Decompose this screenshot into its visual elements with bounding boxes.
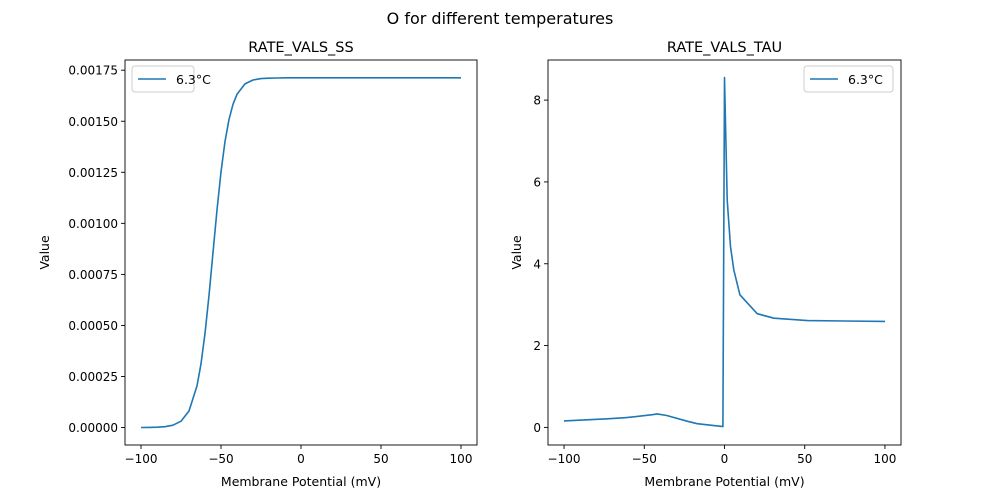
x-axis-label: Membrane Potential (mV)	[644, 474, 804, 489]
legend-box	[803, 65, 894, 93]
x-tick-label: 0	[721, 452, 729, 466]
subplot-title: RATE_VALS_TAU	[667, 40, 782, 56]
x-tick-label: 100	[450, 452, 473, 466]
y-tick-label: 0.00100	[68, 217, 118, 231]
figure-title: O for different temperatures	[387, 9, 614, 28]
x-tick-label: −100	[125, 452, 158, 466]
x-tick-label: −50	[208, 452, 233, 466]
legend: 6.3°C	[131, 65, 211, 93]
y-tick-label: 0.00175	[68, 64, 118, 78]
legend-label: 6.3°C	[848, 72, 883, 87]
legend: 6.3°C	[803, 65, 894, 93]
x-tick-label: 50	[797, 452, 812, 466]
y-tick-label: 0.00125	[68, 166, 118, 180]
series-line	[563, 76, 886, 428]
x-tick-label: −100	[548, 452, 581, 466]
x-tick-label: 50	[373, 452, 388, 466]
series-line	[140, 77, 461, 429]
x-tick-label: 100	[874, 452, 897, 466]
y-axis-label: Value	[37, 235, 52, 270]
y-tick-label: 0.00000	[68, 421, 118, 435]
subplot-rate-vals-tau: RATE_VALS_TAU −100 −50 0 50 100 0 2 4 6 8 Membrane …	[509, 40, 902, 489]
subplot-rate-vals-ss: RATE_VALS_SS −100 −50 0 50 100 0.00000 0.00025 0…	[37, 40, 478, 489]
y-tick-label: 0.00050	[68, 319, 118, 333]
y-axis-label: Value	[509, 235, 524, 270]
y-tick-label: 8	[533, 94, 541, 108]
x-tick-label: 0	[297, 452, 305, 466]
y-tick-label: 4	[533, 257, 541, 271]
y-tick-label: 2	[533, 339, 541, 353]
y-tick-label: 0	[533, 421, 541, 435]
subplot-title: RATE_VALS_SS	[248, 40, 353, 56]
axes-frame	[124, 59, 478, 446]
y-tick-label: 0.00075	[68, 268, 118, 282]
x-tick-label: −50	[632, 452, 657, 466]
y-tick-label: 0.00150	[68, 115, 118, 129]
y-tick-label: 6	[533, 175, 541, 189]
x-axis-label: Membrane Potential (mV)	[221, 474, 381, 489]
y-tick-label: 0.00025	[68, 370, 118, 384]
legend-label: 6.3°C	[176, 72, 211, 87]
